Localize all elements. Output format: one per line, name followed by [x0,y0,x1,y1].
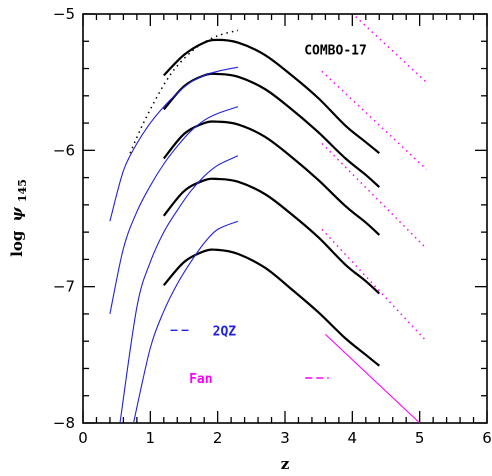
series-combo-17-dotted-curve-5 [129,29,239,154]
y-tick-label: −7 [53,278,75,296]
y-axis-title-symbol: ψ [8,206,26,221]
x-tick-label: 1 [146,429,156,447]
series-combo-17-solid-curve-3 [162,177,381,295]
x-tick-label: 0 [78,429,88,447]
series-fan-solid-curve-10 [325,333,421,424]
y-axis-title: log ψ 145 [8,179,29,257]
tick-labels: 0 1 2 3 4 5 6 −8 −7 −6 −5 [53,5,492,447]
series-fan-dotted-curve-14 [321,228,427,342]
y-tick-label: −8 [53,414,75,432]
x-axis-title: z [281,455,290,473]
plot-frame [82,13,488,424]
series-2qz-solid-curve-6 [109,66,239,222]
axis-ticks [82,13,488,424]
series-combo-17-solid-curve-1 [162,72,381,188]
series-2qz-solid-curve-9 [132,220,239,424]
y-axis-title-text: log [8,230,26,257]
y-tick-label: −6 [53,141,75,159]
x-tick-label: 5 [415,429,425,447]
series-2qz-solid-curve-7 [109,106,239,315]
x-tick-label: 4 [348,429,358,447]
series-curves [109,16,427,424]
annotation-fan: Fan [189,372,212,387]
annotations: COMBO-17 2QZ Fan [189,43,367,387]
series-2qz-solid-curve-8 [119,155,239,424]
y-axis-title-subscript: 145 [16,179,29,202]
annotation-2qz: 2QZ [213,324,237,339]
series-fan-dotted-curve-13 [321,142,427,250]
series-combo-17-solid-curve-4 [162,248,380,367]
x-tick-label: 3 [280,429,290,447]
x-tick-label: 6 [482,429,492,447]
series-combo-17-solid-curve-0 [163,38,381,154]
y-tick-label: −5 [53,5,75,23]
annotation-combo-17: COMBO-17 [304,43,367,58]
series-combo-17-solid-curve-2 [162,120,381,236]
series-fan-dotted-curve-12 [321,70,427,170]
x-tick-label: 2 [213,429,223,447]
legend-keys [170,329,329,379]
